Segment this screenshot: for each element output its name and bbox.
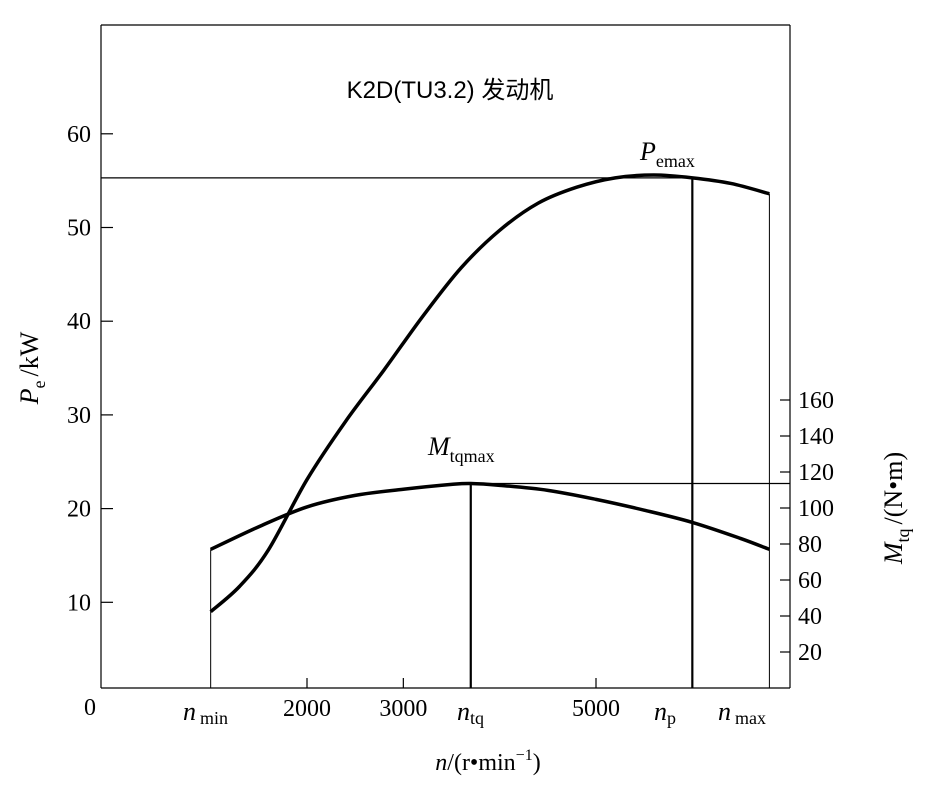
left-tick-label: 40 (67, 309, 91, 335)
pemax-annotation: Pemax (639, 137, 695, 171)
right-tick-label: 20 (798, 640, 822, 666)
x-axis-title: n/(r•min−1) (435, 747, 540, 776)
x-tick-label: 3000 (379, 696, 427, 722)
x-tick-label: 5000 (572, 696, 620, 722)
right-tick-label: 60 (798, 568, 822, 594)
right-tick-label: 100 (798, 496, 834, 522)
x-marker-nmax: n max (718, 697, 766, 728)
x-axis-ticks: 2000 3000 5000 (283, 678, 620, 722)
x-origin-label: 0 (84, 695, 96, 721)
mtqmax-annotation: Mtqmax (427, 432, 495, 466)
x-marker-ntq: ntq (457, 697, 484, 728)
right-axis-ticks: 20 40 60 80 100 120 140 160 (780, 388, 834, 666)
left-tick-label: 20 (67, 497, 91, 523)
x-marker-nmin: n min (183, 697, 228, 728)
right-tick-label: 120 (798, 460, 834, 486)
right-axis-title: Mtq/(N•m) (879, 452, 913, 565)
left-axis-title: Pe/kW (15, 331, 49, 405)
right-tick-label: 40 (798, 604, 822, 630)
right-tick-label: 140 (798, 424, 834, 450)
torque-curve (209, 481, 771, 552)
x-marker-np: np (654, 697, 676, 728)
left-tick-label: 10 (67, 590, 91, 616)
left-axis-ticks: 10 20 30 40 50 60 (67, 122, 113, 616)
right-tick-label: 160 (798, 388, 834, 414)
reference-lines (101, 177, 790, 688)
x-tick-label: 2000 (283, 696, 331, 722)
power-curve (209, 173, 770, 613)
right-tick-label: 80 (798, 532, 822, 558)
chart-title: K2D(TU3.2) 发动机 (347, 77, 554, 104)
left-tick-label: 60 (67, 122, 91, 148)
plot-frame (100, 24, 791, 689)
left-tick-label: 50 (67, 216, 91, 242)
left-tick-label: 30 (67, 403, 91, 429)
